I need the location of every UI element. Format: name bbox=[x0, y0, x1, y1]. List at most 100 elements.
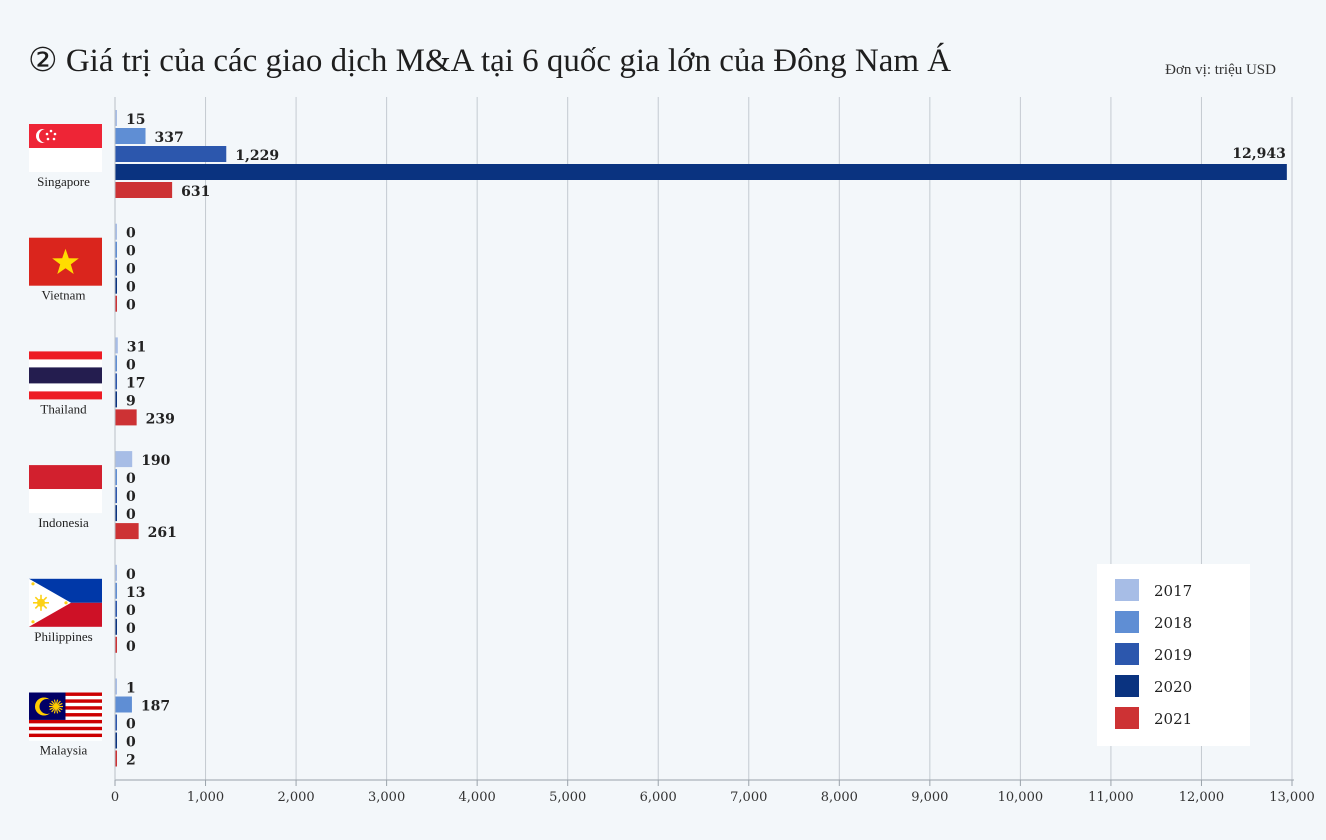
bar bbox=[115, 223, 117, 240]
data-label: 337 bbox=[155, 130, 184, 146]
legend-swatch bbox=[1115, 579, 1139, 601]
data-label: 631 bbox=[181, 184, 210, 200]
data-label: 1,229 bbox=[235, 148, 279, 164]
bar bbox=[115, 295, 117, 312]
bar bbox=[115, 409, 137, 426]
singapore-flag-icon bbox=[29, 124, 102, 172]
legend-label: 2017 bbox=[1154, 582, 1192, 600]
bar bbox=[115, 750, 117, 767]
bar bbox=[115, 277, 117, 294]
bar bbox=[115, 373, 117, 390]
unit-label: Đơn vị: triệu USD bbox=[1165, 62, 1276, 78]
legend-label: 2020 bbox=[1154, 678, 1192, 696]
legend: 2017 2018 2019 2020 2021 bbox=[1097, 564, 1250, 746]
country-label: Thailand bbox=[40, 401, 87, 416]
bar bbox=[115, 451, 133, 468]
bar bbox=[115, 259, 117, 276]
bar bbox=[115, 164, 1287, 180]
bar-group-thailand: 31 0 17 9 239 bbox=[115, 337, 175, 427]
data-label: 261 bbox=[148, 525, 177, 541]
malaysia-flag-icon bbox=[29, 692, 102, 741]
x-tick-label: 6,000 bbox=[640, 790, 677, 805]
data-label: 13 bbox=[126, 585, 145, 601]
data-label: 0 bbox=[126, 357, 136, 373]
country-label: Malaysia bbox=[40, 743, 88, 758]
data-label: 239 bbox=[146, 411, 175, 427]
bar bbox=[115, 241, 117, 258]
data-label: 0 bbox=[126, 621, 136, 637]
x-tick-label: 0 bbox=[111, 790, 119, 805]
x-tick-label: 9,000 bbox=[911, 790, 948, 805]
data-label: 190 bbox=[141, 453, 170, 469]
country-flags: Singapore Vietnam Thailand Indonesia Philipp… bbox=[29, 124, 102, 758]
data-label: 0 bbox=[126, 298, 136, 314]
bar-group-philippines: 0 13 0 0 0 bbox=[115, 564, 145, 655]
data-label: 12,943 bbox=[1232, 146, 1286, 162]
x-tick-label: 11,000 bbox=[1088, 790, 1134, 805]
indonesia-flag-icon bbox=[29, 465, 102, 514]
bar-group-singapore: 15 337 1,229 12,943 631 bbox=[115, 110, 1287, 200]
data-label: 0 bbox=[126, 735, 136, 751]
bar bbox=[115, 146, 227, 162]
legend-label: 2021 bbox=[1154, 710, 1192, 728]
data-label: 31 bbox=[127, 339, 146, 355]
data-label: 0 bbox=[126, 603, 136, 619]
bar-group-malaysia: 1 187 0 0 2 bbox=[115, 678, 170, 769]
data-label: 17 bbox=[126, 375, 145, 391]
data-label: 0 bbox=[126, 471, 136, 487]
legend-label: 2019 bbox=[1154, 646, 1192, 664]
bar bbox=[115, 714, 117, 731]
country-label: Philippines bbox=[34, 629, 93, 644]
bar bbox=[115, 487, 117, 504]
data-label: 0 bbox=[126, 567, 136, 583]
bar bbox=[115, 182, 173, 198]
country-label: Vietnam bbox=[42, 288, 86, 303]
bar bbox=[115, 600, 117, 617]
data-label: 2 bbox=[126, 753, 136, 769]
x-tick-label: 10,000 bbox=[998, 790, 1044, 805]
bar bbox=[115, 523, 139, 540]
legend-swatch bbox=[1115, 611, 1139, 633]
data-label: 15 bbox=[126, 112, 145, 128]
bar bbox=[115, 391, 117, 408]
bar bbox=[115, 636, 117, 653]
data-label: 0 bbox=[126, 244, 136, 260]
bar bbox=[115, 128, 146, 144]
bar bbox=[115, 564, 117, 581]
x-axis: 0 1,000 2,000 3,000 4,000 5,000 6,000 7,000 8,00… bbox=[111, 97, 1315, 805]
data-label: 0 bbox=[126, 280, 136, 296]
thailand-flag-icon bbox=[29, 351, 102, 400]
x-tick-label: 4,000 bbox=[459, 790, 496, 805]
bar bbox=[115, 469, 117, 486]
vietnam-flag-icon bbox=[29, 237, 102, 286]
x-tick-label: 8,000 bbox=[821, 790, 858, 805]
legend-label: 2018 bbox=[1154, 614, 1192, 632]
philippines-flag-icon bbox=[29, 578, 102, 627]
data-label: 0 bbox=[126, 507, 136, 523]
bar-group-indonesia: 190 0 0 0 261 bbox=[115, 451, 177, 541]
x-tick-label: 13,000 bbox=[1269, 790, 1315, 805]
bar bbox=[115, 337, 118, 354]
data-label: 0 bbox=[126, 226, 136, 242]
legend-swatch bbox=[1115, 675, 1139, 697]
data-label: 0 bbox=[126, 262, 136, 278]
bar bbox=[115, 355, 117, 372]
bar bbox=[115, 110, 117, 126]
x-tick-label: 5,000 bbox=[549, 790, 586, 805]
data-label: 0 bbox=[126, 489, 136, 505]
x-tick-label: 2,000 bbox=[277, 790, 314, 805]
bar bbox=[115, 732, 117, 749]
data-label: 187 bbox=[141, 699, 170, 715]
x-tick-label: 1,000 bbox=[187, 790, 224, 805]
bar bbox=[115, 618, 117, 635]
x-tick-label: 12,000 bbox=[1179, 790, 1225, 805]
bar-group-vietnam: 0 0 0 0 0 bbox=[115, 223, 136, 314]
bar bbox=[115, 582, 117, 599]
data-label: 1 bbox=[126, 681, 136, 697]
bar bbox=[115, 678, 117, 695]
country-label: Indonesia bbox=[38, 515, 89, 530]
data-label: 0 bbox=[126, 717, 136, 733]
data-label: 0 bbox=[126, 639, 136, 655]
legend-swatch bbox=[1115, 707, 1139, 729]
